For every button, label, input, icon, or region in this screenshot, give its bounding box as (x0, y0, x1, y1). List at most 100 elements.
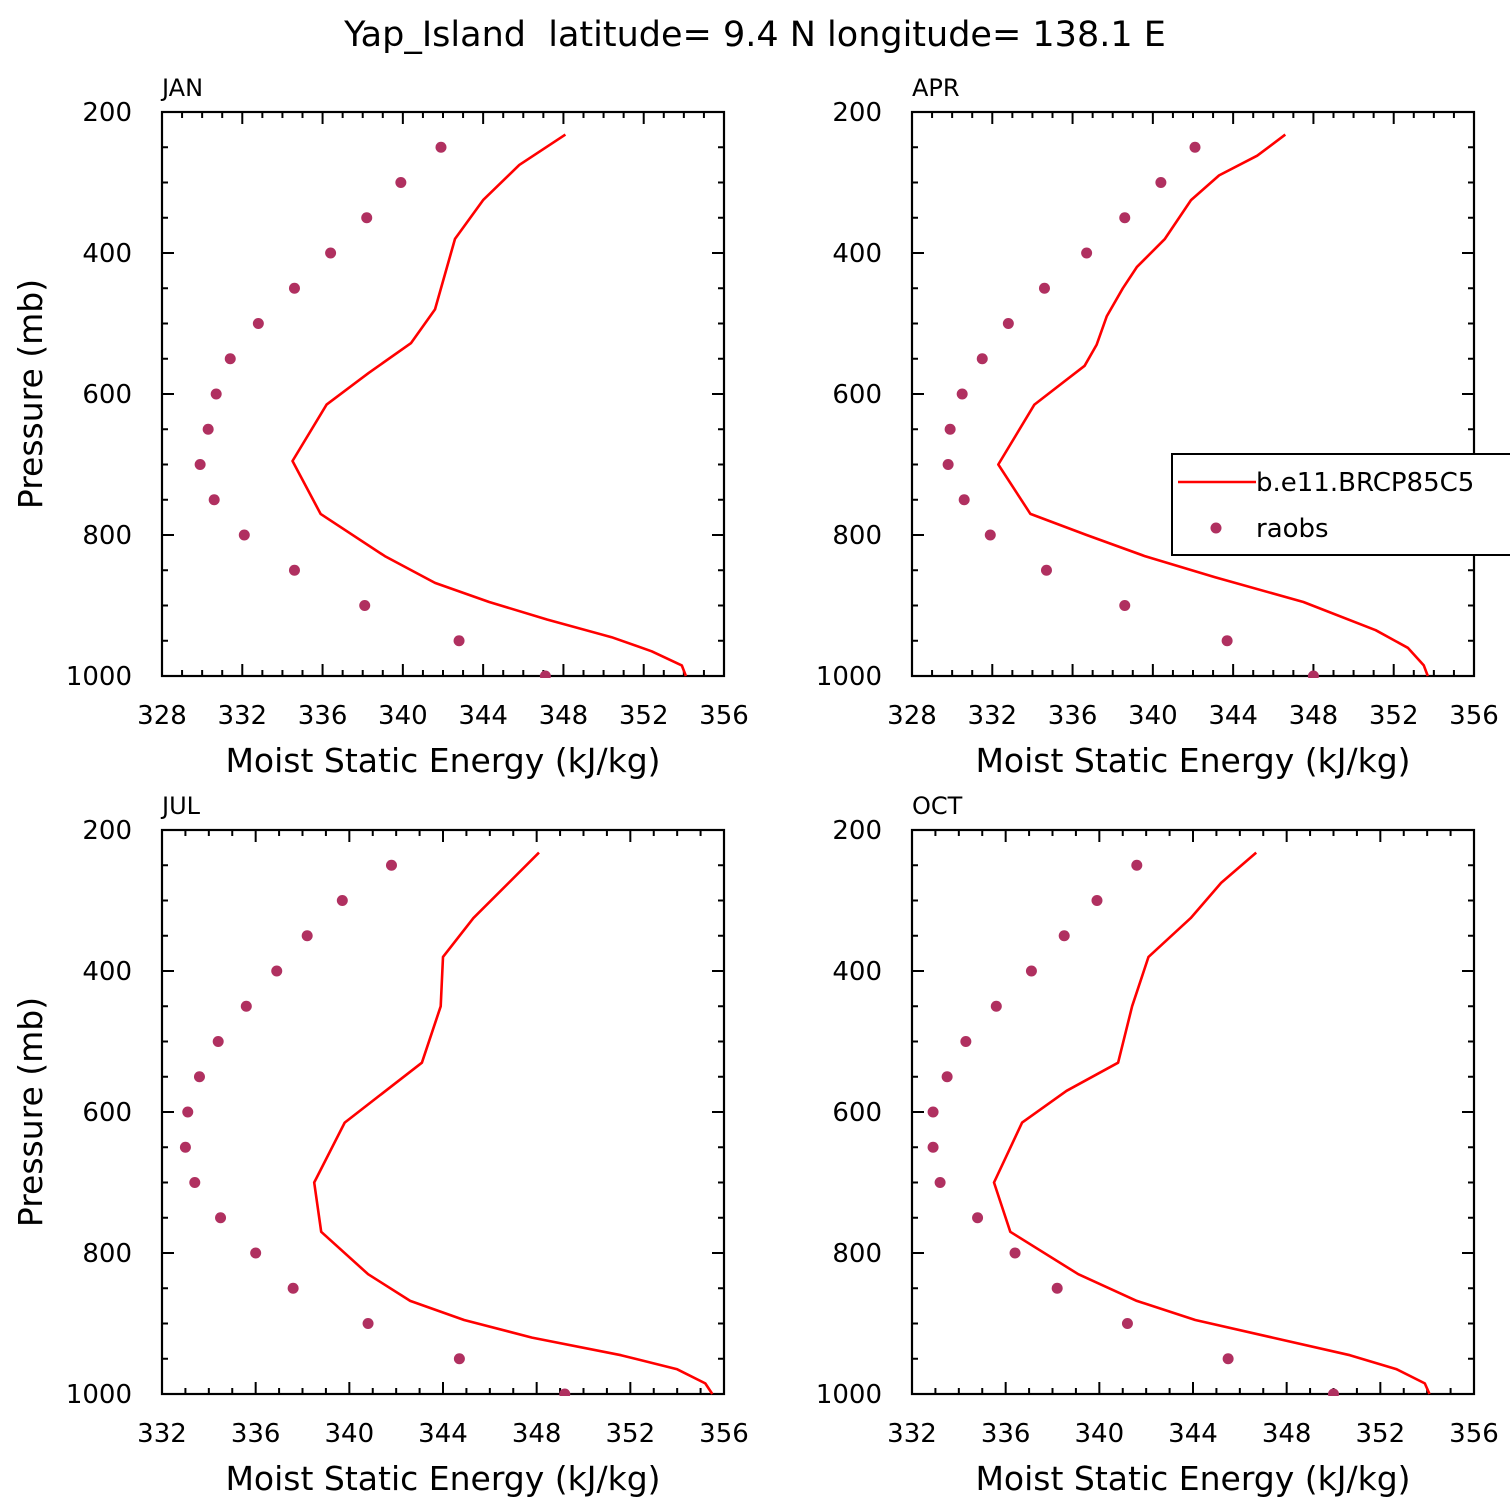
panel-jul: JUL 332 336 340 344 348 352 356 200 400 600 800 1000… (11, 792, 749, 1498)
x-tick-label: 348 (1262, 1419, 1312, 1449)
y-tick-label: 800 (82, 521, 132, 551)
obs-point (1051, 1282, 1063, 1294)
y-tick-label: 800 (832, 1239, 882, 1269)
y-tick-label: 600 (832, 1098, 882, 1128)
y-tick-label: 1000 (66, 662, 132, 692)
x-tick-label: 336 (231, 1419, 281, 1449)
y-tick-label: 200 (82, 98, 132, 128)
y-tick-label: 600 (832, 380, 882, 410)
obs-point (942, 459, 954, 470)
obs-point (984, 529, 996, 541)
obs-point (215, 1212, 227, 1224)
x-tick-label: 332 (217, 701, 267, 731)
obs-point (224, 353, 236, 365)
obs-point (288, 564, 300, 576)
y-tick-label: 400 (832, 957, 882, 987)
obs-point (194, 459, 206, 470)
obs-point (1222, 1353, 1234, 1365)
x-axis-label: Moist Static Energy (kJ/kg) (225, 741, 660, 780)
obs-point (941, 1071, 953, 1083)
obs-point (212, 1036, 224, 1047)
x-tick-label: 340 (325, 1419, 375, 1449)
x-tick-label: 356 (699, 701, 749, 731)
x-tick-label: 344 (1208, 701, 1258, 731)
plot-data (179, 851, 714, 1396)
y-tick-label: 1000 (816, 1380, 882, 1410)
y-axis-label: Pressure (mb) (11, 997, 50, 1227)
obs-point (453, 1353, 465, 1365)
y-tick-label: 200 (82, 816, 132, 846)
legend-box (1171, 453, 1510, 556)
obs-point (385, 859, 397, 871)
x-tick-label: 328 (887, 701, 937, 731)
panel-jan: JAN 328 332 336 340 344 348 352 356 200 400 600 800 1… (11, 74, 749, 780)
obs-point (960, 1036, 972, 1047)
legend-obs-label: raobs (1256, 514, 1329, 544)
x-tick-label: 344 (1168, 1419, 1218, 1449)
x-tick-label: 340 (1075, 1419, 1125, 1449)
panel-label: OCT (912, 792, 963, 820)
x-axis-label: Moist Static Energy (kJ/kg) (975, 741, 1410, 780)
legend: b.e11.BRCP85C5 raobs (1171, 453, 1510, 556)
y-tick-label: 400 (832, 239, 882, 269)
plot-frame (910, 110, 1476, 678)
x-tick-label: 328 (137, 701, 187, 731)
model-line (992, 851, 1431, 1395)
legend-model-label: b.e11.BRCP85C5 (1256, 468, 1474, 498)
obs-point (435, 141, 447, 153)
x-tick-label: 352 (1369, 701, 1419, 731)
panel-oct: OCT 332 336 340 344 348 352 356 200 400 600 800 1000… (816, 792, 1499, 1498)
obs-point (362, 1318, 374, 1329)
obs-point (956, 388, 968, 400)
y-tick-label: 200 (832, 816, 882, 846)
x-tick-label: 332 (887, 1419, 937, 1449)
obs-point (1119, 212, 1131, 224)
obs-point (1009, 1247, 1021, 1259)
x-tick-label: 340 (378, 701, 428, 731)
obs-point (359, 600, 371, 611)
obs-point (271, 965, 283, 977)
panel-apr: APR 328 332 336 340 344 348 352 356 200 400 600 800 1… (816, 74, 1499, 780)
obs-point (1221, 635, 1233, 647)
obs-point (972, 1212, 984, 1224)
obs-point (927, 1106, 939, 1118)
y-tick-label: 800 (82, 1239, 132, 1269)
obs-point (927, 1141, 939, 1153)
x-tick-label: 332 (137, 1419, 187, 1449)
obs-point (1081, 247, 1093, 259)
x-tick-label: 332 (967, 701, 1017, 731)
obs-point (301, 930, 313, 942)
obs-point (1091, 895, 1103, 906)
obs-point (539, 670, 551, 678)
y-tick-label: 600 (82, 380, 132, 410)
model-line (291, 133, 688, 677)
obs-point (1058, 930, 1070, 942)
x-tick-label: 356 (1449, 701, 1499, 731)
y-tick-label: 200 (832, 98, 882, 128)
plot-frame (160, 828, 726, 1396)
plot-data (194, 133, 688, 678)
x-tick-label: 336 (298, 701, 348, 731)
x-tick-label: 356 (699, 1419, 749, 1449)
x-axis-label: Moist Static Energy (kJ/kg) (225, 1459, 660, 1498)
obs-point (1002, 318, 1014, 329)
obs-point (1131, 859, 1143, 871)
obs-point (1328, 1388, 1339, 1396)
obs-point (240, 1000, 252, 1012)
obs-point (1155, 177, 1167, 188)
x-tick-label: 348 (1289, 701, 1339, 731)
y-tick-label: 400 (82, 239, 132, 269)
obs-point (336, 895, 348, 906)
model-line (312, 851, 714, 1395)
obs-point (1121, 1318, 1133, 1329)
obs-point (958, 494, 970, 506)
plot-frame (160, 110, 726, 678)
obs-point (990, 1000, 1002, 1012)
obs-point (1189, 141, 1201, 153)
obs-point (189, 1177, 201, 1188)
y-tick-label: 600 (82, 1098, 132, 1128)
obs-point (208, 494, 220, 506)
obs-point (1025, 965, 1037, 977)
y-tick-label: 800 (832, 521, 882, 551)
model-line (996, 133, 1430, 677)
